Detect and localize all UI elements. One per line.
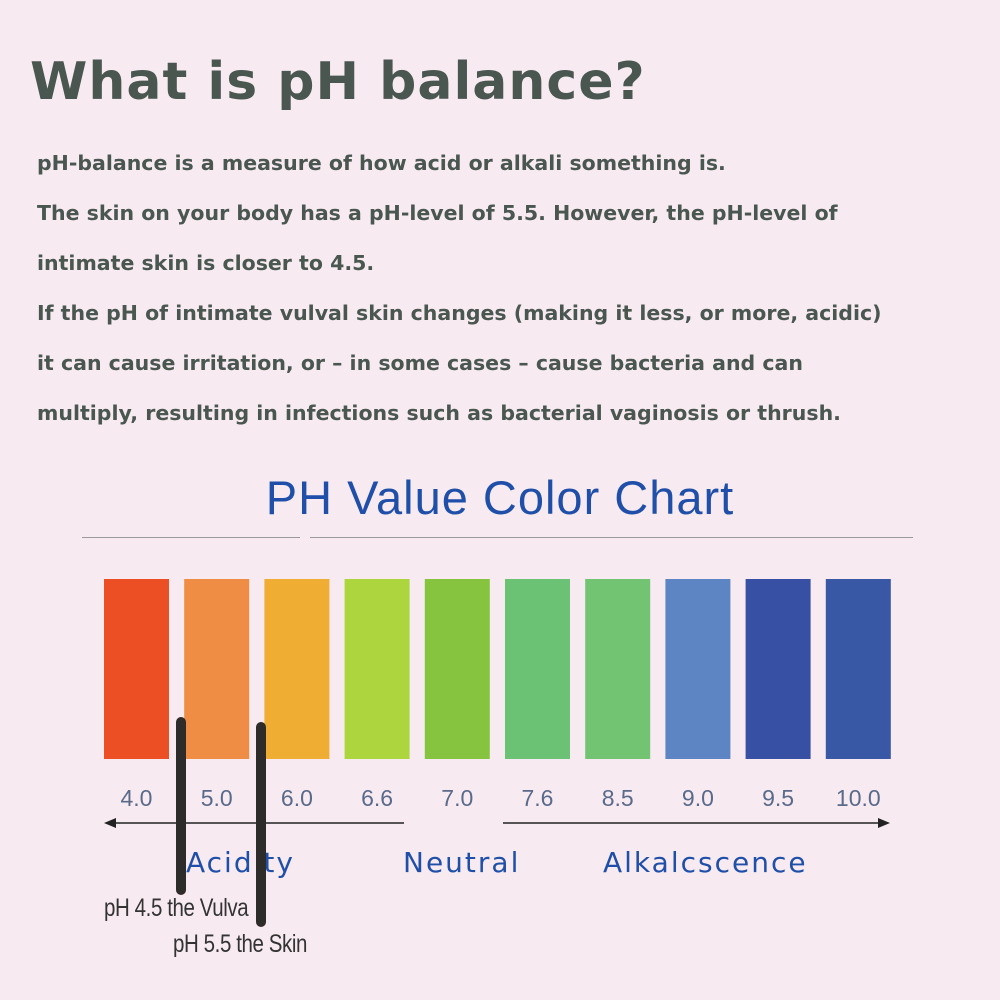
skin-annotation: pH 5.5 the Skin	[173, 930, 308, 958]
alkaline-label: Alkalcscence	[603, 846, 808, 879]
ph-swatch-7-6	[505, 579, 570, 759]
ph-swatch-9-5	[745, 579, 811, 759]
ph-swatch-10-0	[825, 579, 891, 759]
explanation-paragraph: pH-balance is a measure of how acid or a…	[37, 138, 987, 438]
neutral-label: Neutral	[403, 846, 521, 879]
paragraph-line: If the pH of intimate vulval skin change…	[37, 301, 882, 325]
ph-swatch-8-5	[585, 579, 651, 759]
ph-tick-label: 6.6	[361, 785, 393, 811]
page-title: What is pH balance?	[30, 52, 646, 112]
ph-tick-label: 6.0	[281, 785, 313, 811]
ph-swatch-7-0	[424, 579, 490, 759]
ph-tick-label: 7.6	[522, 785, 554, 811]
ph-swatch-9-0	[665, 579, 731, 759]
title-divider-left	[82, 537, 300, 538]
ph-swatch-6-0	[264, 579, 330, 759]
ph-tick-label: 4.0	[121, 785, 153, 811]
ph-tick-label: 5.0	[201, 785, 233, 811]
vulva-annotation: pH 4.5 the Vulva	[104, 894, 249, 922]
title-divider-right	[310, 537, 913, 538]
skin-marker	[256, 722, 266, 927]
ph-swatch-4-0	[104, 579, 169, 759]
paragraph-line: it can cause irritation, or – in some ca…	[37, 351, 803, 375]
paragraph-line: intimate skin is closer to 4.5.	[37, 251, 375, 275]
ph-tick-label: 8.5	[602, 785, 634, 811]
ph-tick-label: 9.5	[762, 785, 794, 811]
ph-swatch-6-6	[344, 579, 410, 759]
chart-title: PH Value Color Chart	[265, 471, 735, 524]
ph-tick-label: 9.0	[682, 785, 714, 811]
acidity-arrow-head	[104, 818, 116, 828]
ph-swatch-5-0	[184, 579, 250, 759]
vulva-marker	[176, 717, 186, 895]
acidity-label: Acidity	[186, 846, 295, 879]
paragraph-line: multiply, resulting in infections such a…	[37, 401, 841, 425]
ph-tick-label: 7.0	[441, 785, 473, 811]
alkaline-arrow-head	[878, 818, 890, 828]
paragraph-line: pH-balance is a measure of how acid or a…	[37, 151, 726, 175]
ph-tick-label: 10.0	[836, 785, 881, 811]
paragraph-line: The skin on your body has a pH-level of …	[37, 201, 838, 225]
